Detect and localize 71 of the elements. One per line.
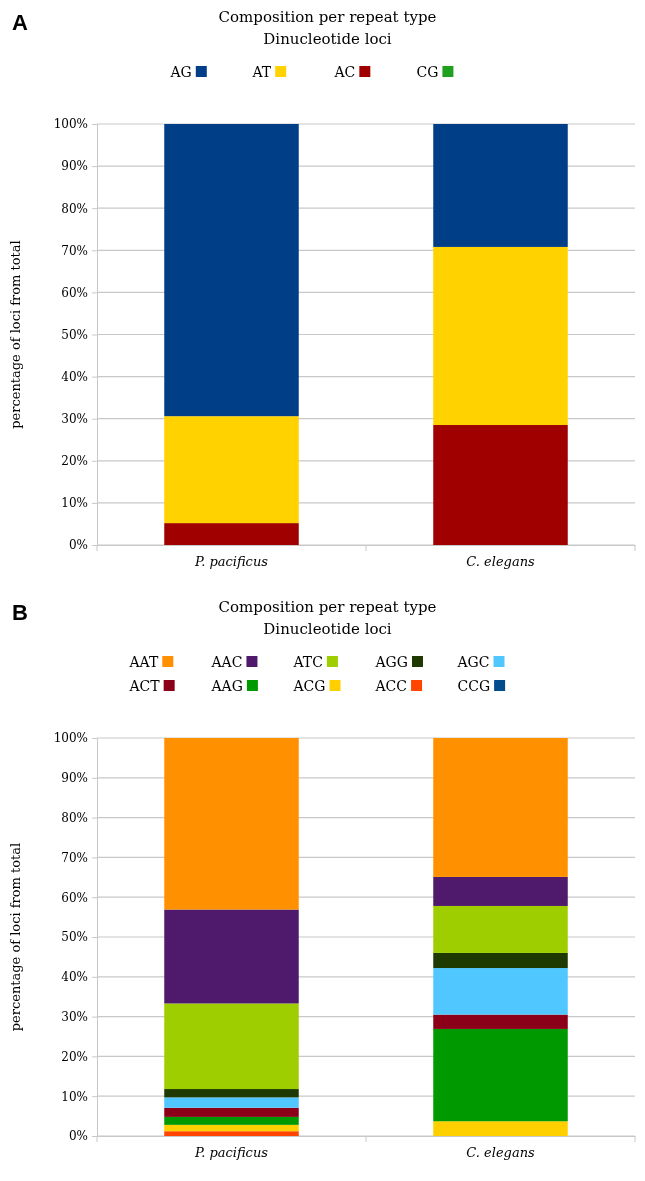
bar xyxy=(433,425,568,545)
legend-label: ATC xyxy=(292,654,323,670)
y-tick-label: 50% xyxy=(61,930,88,945)
bar xyxy=(433,738,568,877)
y-tick-label: 70% xyxy=(61,850,88,865)
bar xyxy=(164,1089,299,1098)
legend-label: AG xyxy=(169,64,192,80)
x-tick-label: P. pacificus xyxy=(194,1145,269,1161)
bar xyxy=(433,1121,568,1136)
bar xyxy=(433,1014,568,1029)
y-tick-label: 20% xyxy=(61,454,88,469)
bar xyxy=(164,416,299,524)
y-tick-label: 0% xyxy=(68,538,88,553)
bar xyxy=(433,952,568,969)
y-axis-title: percentage of loci from total xyxy=(8,842,23,1032)
y-tick-label: 50% xyxy=(61,327,88,342)
bar xyxy=(164,738,299,910)
chart-title: Composition per repeat type xyxy=(218,8,437,26)
x-tick-label: P. pacificus xyxy=(194,554,269,570)
chart-subtitle: Dinucleotide loci xyxy=(263,620,392,638)
chart-subtitle: Dinucleotide loci xyxy=(263,30,392,48)
y-tick-label: 40% xyxy=(61,970,88,985)
bar xyxy=(433,968,568,1015)
bar xyxy=(164,1097,299,1108)
y-axis-title: percentage of loci from total xyxy=(8,240,23,429)
y-tick-label: 100% xyxy=(53,117,88,132)
y-tick-label: 80% xyxy=(61,201,88,216)
bar xyxy=(164,1131,299,1136)
y-tick-label: 10% xyxy=(61,1089,88,1104)
bar xyxy=(164,1116,299,1125)
bar xyxy=(164,909,299,1004)
legend-label: AAG xyxy=(210,678,243,694)
x-tick-label: C. elegans xyxy=(466,554,536,570)
y-tick-label: 60% xyxy=(61,890,88,905)
bar xyxy=(164,1003,299,1090)
bar xyxy=(164,1124,299,1132)
legend-label: CCG xyxy=(457,678,491,694)
bar xyxy=(433,1028,568,1122)
legend-label: AAT xyxy=(128,654,159,670)
y-tick-label: 90% xyxy=(61,159,88,174)
legend-label: AGC xyxy=(456,654,490,670)
bar xyxy=(164,1107,299,1117)
y-tick-label: 100% xyxy=(53,731,88,746)
legend-label: AC xyxy=(333,64,356,80)
legend-label: ACG xyxy=(292,678,326,694)
y-tick-label: 70% xyxy=(61,243,88,258)
bar xyxy=(164,523,299,545)
y-tick-label: 80% xyxy=(61,810,88,825)
x-tick-label: C. elegans xyxy=(466,1145,536,1161)
y-tick-label: 40% xyxy=(61,369,88,384)
y-tick-label: 0% xyxy=(68,1129,88,1144)
bar xyxy=(433,905,568,953)
y-tick-label: 30% xyxy=(61,412,88,427)
bar xyxy=(433,124,568,247)
text: A xyxy=(12,10,28,35)
y-tick-label: 20% xyxy=(61,1049,88,1064)
y-tick-label: 10% xyxy=(61,496,88,511)
legend-label: AAC xyxy=(210,654,243,670)
legend-label: ACC xyxy=(374,678,408,694)
y-tick-label: 60% xyxy=(61,285,88,300)
bar xyxy=(433,246,568,426)
y-tick-label: 90% xyxy=(61,771,88,786)
bar xyxy=(164,124,299,417)
text: B xyxy=(12,600,28,625)
legend-label: CG xyxy=(416,64,439,80)
y-tick-label: 30% xyxy=(61,1009,88,1024)
legend-label: AT xyxy=(251,64,272,80)
legend-label: AGG xyxy=(374,654,408,670)
chart-title: Composition per repeat type xyxy=(218,598,437,616)
legend-label: ACT xyxy=(128,678,161,694)
bar xyxy=(433,876,568,906)
